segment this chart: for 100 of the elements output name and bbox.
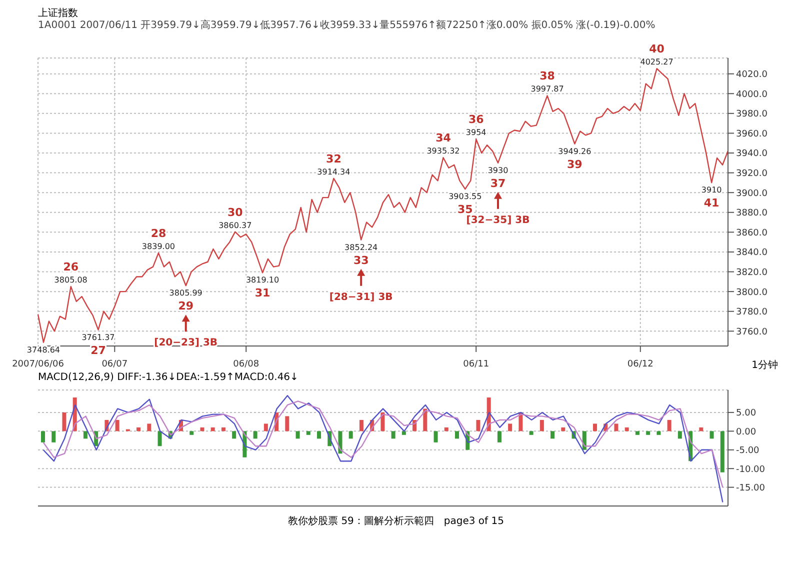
annotation: 29 — [178, 300, 194, 313]
annotation: 3805.99 — [169, 288, 202, 298]
text: 40 — [649, 42, 665, 56]
annotation: 36 — [468, 113, 484, 126]
annotation: 32 — [326, 152, 342, 166]
bar — [136, 427, 141, 432]
annotation: 3839.00 — [142, 242, 176, 251]
bar — [115, 420, 120, 432]
bar — [348, 431, 353, 439]
y-tick-label: 4000.0 — [736, 90, 768, 100]
y-tick-label: 3900.0 — [736, 188, 768, 199]
bar — [720, 431, 724, 472]
bar — [646, 431, 650, 435]
bar — [296, 431, 300, 439]
annotation: 34 — [436, 132, 452, 145]
bar — [508, 424, 512, 432]
bar — [232, 431, 236, 439]
annotation: 3805.08 — [54, 276, 88, 285]
bar — [253, 431, 258, 439]
chart-title: 上证指数 — [38, 8, 79, 20]
y-tick-label: -5.00 — [736, 446, 760, 456]
y-tick-label: 3980.0 — [736, 110, 768, 120]
x-tick-label: 06/11 — [463, 359, 490, 370]
annotation: 35 — [457, 203, 473, 216]
y-tick-label: 3780.0 — [736, 308, 768, 318]
annotation: 3903.55 — [448, 192, 482, 202]
y-tick-label: 5.00 — [736, 408, 756, 419]
annotation: 3949.26 — [558, 146, 592, 156]
bar — [41, 431, 45, 442]
annotation: 26 — [63, 260, 79, 274]
bar — [264, 424, 268, 432]
x-tick-label: 06/07 — [102, 359, 128, 370]
annotation: 37 — [490, 176, 506, 190]
annotation: 28 — [150, 226, 166, 240]
bar — [285, 416, 290, 432]
y-tick-label: -15.00 — [736, 483, 766, 494]
bar — [200, 427, 204, 432]
bar — [391, 431, 396, 439]
y-tick-label: 3940.0 — [736, 149, 768, 160]
annotation: 3914.34 — [317, 167, 350, 176]
bar — [635, 431, 640, 435]
bar — [656, 431, 661, 435]
annotation: 3954 — [466, 128, 486, 138]
annotation: 38 — [540, 70, 555, 83]
text: 教你炒股票 59：圖解分析示範四 page3 of 15 — [287, 514, 505, 528]
annotation: [28−31] 3B — [329, 292, 393, 303]
bar — [62, 412, 66, 432]
bar — [306, 431, 310, 435]
bar — [476, 420, 480, 432]
y-tick-label: 3820.0 — [736, 268, 768, 278]
annotation: 30 — [227, 206, 244, 219]
bar — [83, 431, 88, 439]
y-tick-label: 4020.0 — [736, 70, 768, 80]
bar — [444, 427, 448, 432]
annotation: 41 — [704, 196, 720, 210]
bar — [561, 427, 566, 432]
bar — [317, 431, 321, 439]
annotation: 3748.64 — [26, 345, 60, 354]
y-tick-label: 0.00 — [736, 427, 756, 438]
bar — [190, 431, 194, 435]
bar — [497, 431, 502, 442]
annotation: 3761.37 — [82, 332, 115, 342]
bar — [678, 431, 682, 439]
x-tick-label: 06/12 — [627, 359, 654, 370]
bar — [147, 424, 152, 432]
bar — [699, 427, 704, 432]
annotation: 3997.87 — [530, 84, 564, 94]
annotation: 3860.37 — [218, 220, 252, 230]
y-tick-label: 3760.0 — [736, 327, 768, 338]
y-tick-label: 3800.0 — [736, 288, 768, 298]
x-tick-label: 2007/06/06 — [12, 359, 64, 370]
annotation: 4025.27 — [640, 58, 674, 67]
line-series — [42, 395, 724, 503]
bar — [540, 420, 544, 432]
bar — [402, 431, 406, 435]
x-axis-title: 1分钟 — [752, 360, 778, 371]
annotation: 3819.10 — [246, 276, 280, 285]
bar — [624, 427, 629, 432]
bar — [210, 427, 215, 432]
y-tick-label: 3920.0 — [736, 169, 768, 179]
chart-subtitle: 1A0001 2007/06/11 开3959.79↓高3959.79↓低3957.76↓收3959.33↓量555976↑额72250↑涨0.00% 振0.05% 涨(-0.19)-0.00% — [38, 20, 656, 32]
bar — [221, 427, 226, 432]
bar — [380, 412, 385, 432]
annotation: 39 — [567, 158, 582, 171]
line-series — [42, 400, 724, 488]
y-tick-label: 3840.0 — [736, 248, 768, 258]
bar — [710, 431, 714, 439]
y-tick-label: 3880.0 — [736, 208, 768, 219]
y-tick-label: -10.00 — [736, 464, 766, 475]
annotation: 3852.24 — [344, 242, 378, 252]
annotation: [32−35] 3B — [466, 214, 530, 226]
annotation: 33 — [353, 254, 369, 267]
bar — [434, 431, 438, 442]
bar — [423, 408, 428, 432]
annotation: 31 — [254, 286, 270, 300]
x-tick-label: 06/08 — [233, 359, 260, 370]
annotation: 3930 — [488, 166, 508, 175]
bar — [455, 431, 459, 439]
chart-title: MACD(12,26,9) DIFF:-1.36↓DEA:-1.59↑MACD:0.46↓ — [38, 372, 300, 384]
y-tick-label: 3960.0 — [736, 129, 768, 140]
